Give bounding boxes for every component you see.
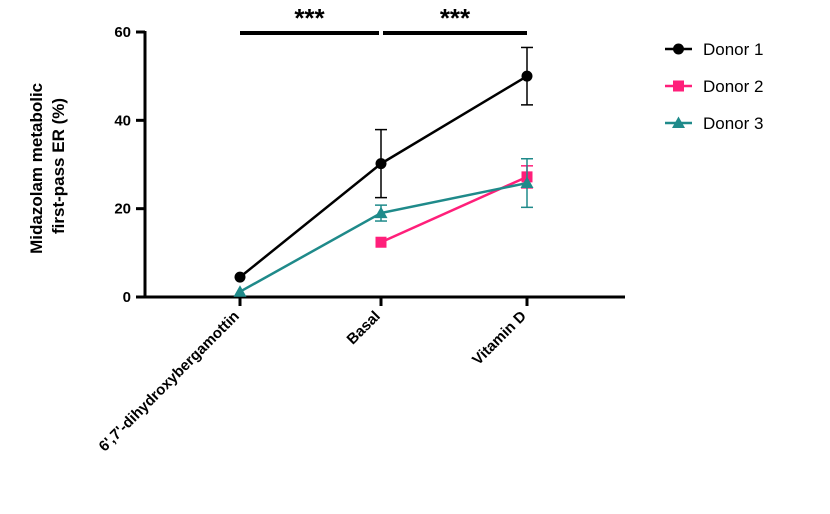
legend-item-2: Donor 2 (665, 77, 763, 96)
legend-marker-2 (673, 80, 684, 92)
series-3-point-2 (520, 176, 534, 189)
significance-bars: *** *** (240, 3, 527, 35)
y-tick-label-0: 0 (123, 289, 131, 306)
series-2-point-1 (375, 236, 387, 248)
y-axis-label-line-1: Midazolam metabolic (27, 83, 46, 254)
x-tick-label-0: 6',7'-dihydroxybergamottin (96, 308, 243, 455)
legend-item-3: Donor 3 (665, 114, 763, 133)
legend-marker-1 (673, 43, 684, 55)
series-3-point-1 (374, 206, 388, 219)
y-tick-label-20: 20 (114, 201, 131, 218)
series-1-point-0 (234, 271, 246, 283)
series-1-point-1 (375, 158, 387, 170)
series (233, 46, 534, 297)
legend: Donor 1 Donor 2 Donor 3 (665, 40, 763, 133)
x-tick-label-2: Vitamin D (469, 308, 530, 369)
series-2 (375, 165, 533, 248)
series-1 (234, 46, 533, 283)
axes: 0 20 40 60 6',7'-dihydroxybergamottin Basal Vi… (96, 24, 625, 455)
y-tick-label-60: 60 (114, 24, 131, 41)
legend-label-1: Donor 1 (703, 40, 763, 59)
legend-label-2: Donor 2 (703, 77, 763, 96)
series-3-point-0 (233, 285, 247, 297)
legend-marker-3 (672, 116, 685, 128)
y-axis-label: Midazolam metabolic first-pass ER (%) (27, 78, 68, 254)
legend-label-3: Donor 3 (703, 114, 763, 133)
significance-label-0: *** (294, 3, 325, 33)
y-tick-label-40: 40 (114, 112, 131, 129)
significance-label-1: *** (440, 3, 471, 33)
y-axis-label-line-2: first-pass ER (%) (49, 98, 68, 234)
x-tick-label-1: Basal (344, 308, 384, 348)
series-3 (233, 158, 534, 297)
series-1-point-2 (521, 70, 533, 82)
legend-item-1: Donor 1 (665, 40, 763, 59)
